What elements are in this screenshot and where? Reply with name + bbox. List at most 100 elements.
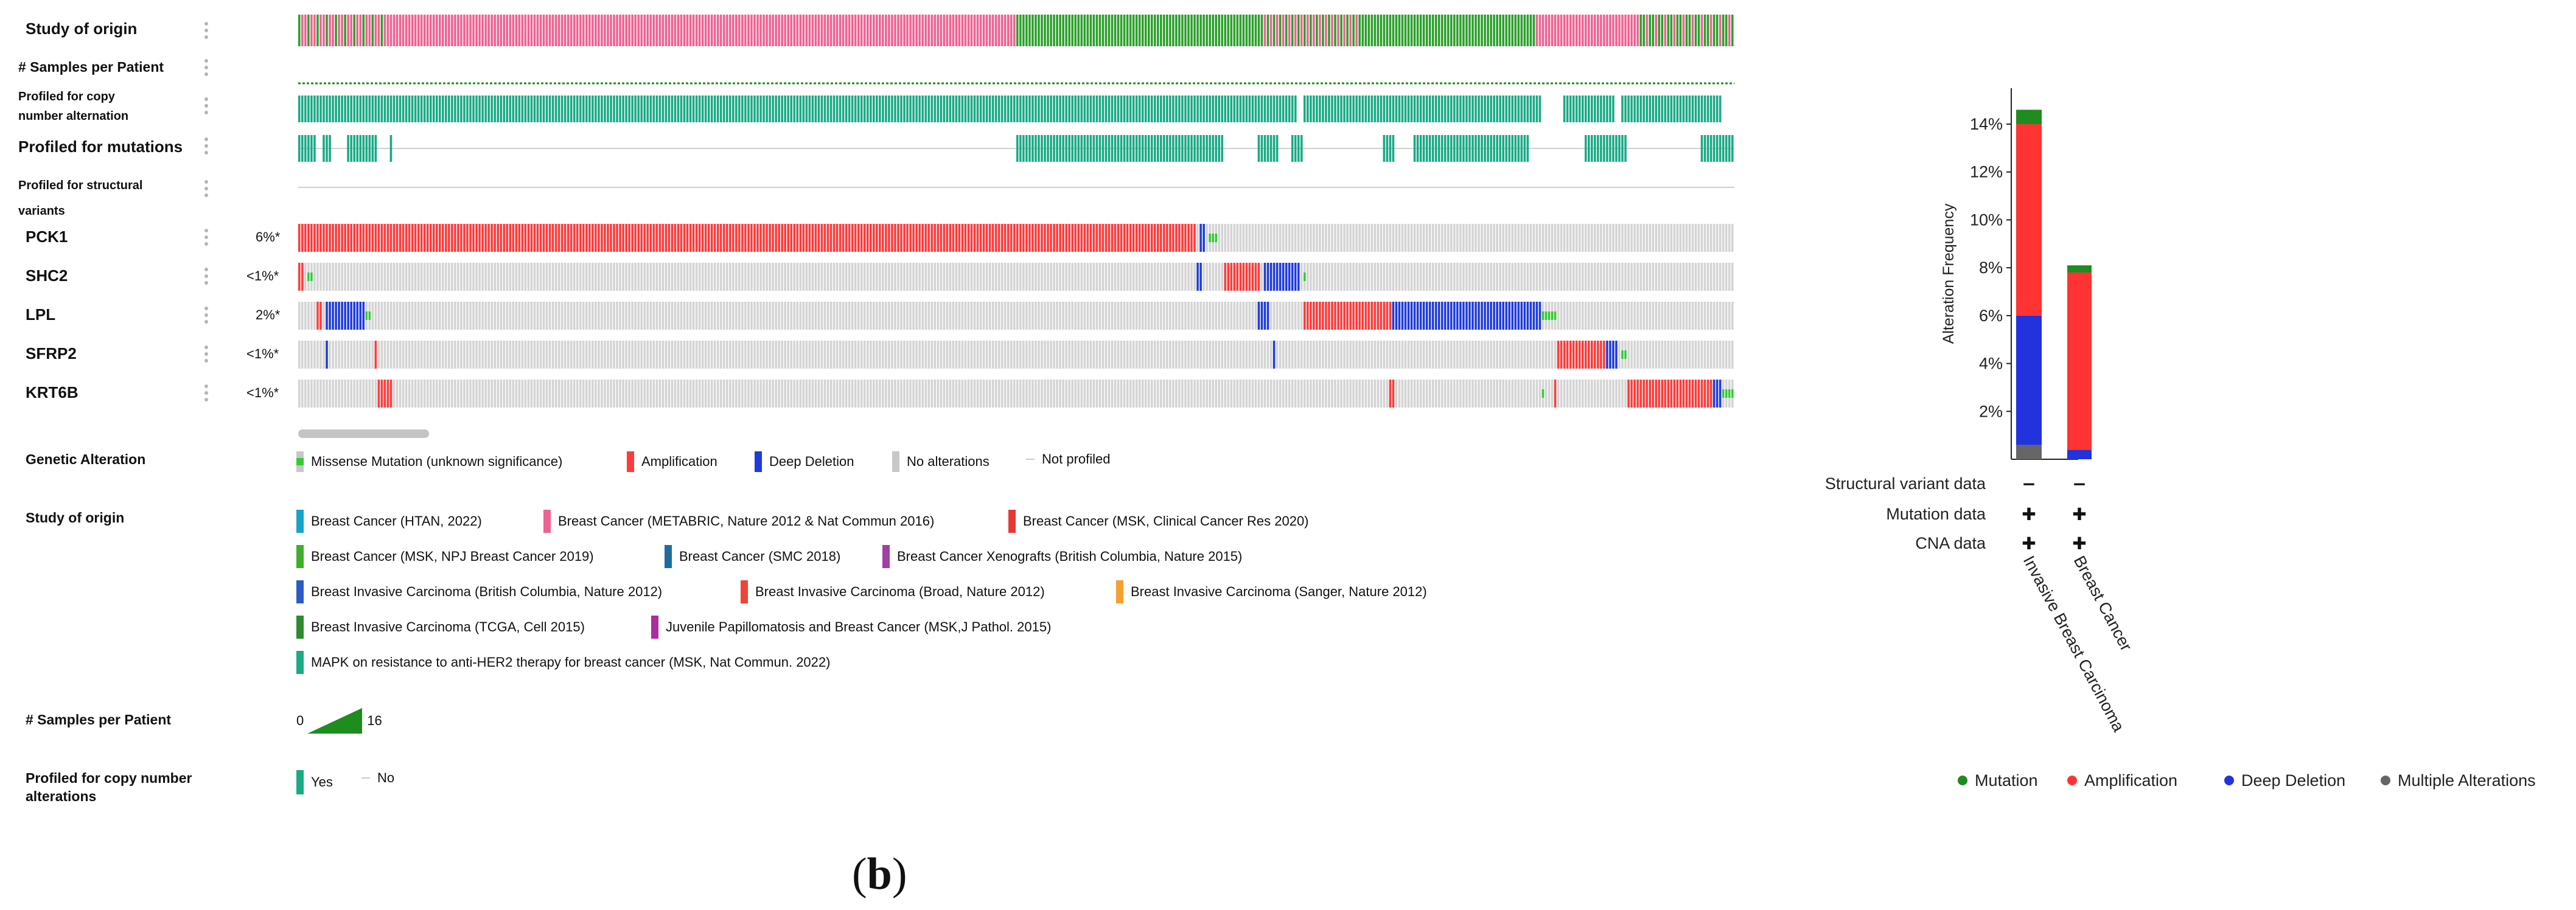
gene-cell (1141, 380, 1144, 408)
gene-cell (341, 341, 343, 369)
study-cell (750, 15, 753, 46)
gene-cell (466, 341, 469, 369)
track-options-handle[interactable] (204, 59, 208, 79)
gene-cell (1233, 263, 1236, 291)
gene-cell (1569, 341, 1572, 369)
gene-cell (506, 302, 509, 330)
bar-segment-mutation (2067, 265, 2092, 273)
cna-profiled-cell (640, 96, 643, 122)
cna-profiled-cell (1245, 96, 1248, 122)
gene-cell (1105, 224, 1108, 252)
cna-profiled-cell (1676, 96, 1679, 122)
gene-cell (1062, 224, 1064, 252)
gene-cell (668, 224, 671, 252)
gene-cell (1331, 263, 1333, 291)
cna-profiled-cell (759, 96, 762, 122)
study-cell (1502, 15, 1504, 46)
cna-profiled-cell (940, 96, 943, 122)
gene-cell (1135, 302, 1138, 330)
gene-cell (1401, 380, 1404, 408)
gene-cell (885, 380, 887, 408)
gene-cell (548, 302, 551, 330)
track-options-handle[interactable] (204, 307, 208, 327)
gene-cell (967, 341, 970, 369)
track-options-handle[interactable] (204, 180, 208, 200)
gene-cell (1059, 224, 1061, 252)
legend-label: Deep Deletion (2241, 771, 2345, 790)
cna-profiled-cell (772, 96, 774, 122)
mutation-profiled-cell (1056, 135, 1058, 162)
cna-profiled-cell (539, 96, 542, 122)
gene-cell (1468, 302, 1471, 330)
study-cell (1401, 15, 1404, 46)
track-options-handle[interactable] (204, 268, 208, 288)
gene-cell (1304, 302, 1306, 330)
gene-cell (775, 380, 777, 408)
gene-cell (1658, 302, 1661, 330)
track-options-handle[interactable] (204, 346, 208, 366)
gene-cell (631, 302, 634, 330)
cna-profiled-cell (1202, 96, 1205, 122)
gene-cell (866, 341, 869, 369)
gene-cell (1022, 341, 1025, 369)
study-cell (1679, 15, 1682, 46)
gene-cell (704, 263, 707, 291)
gene-cell (955, 380, 958, 408)
gene-cell (1053, 302, 1055, 330)
cna-profiled-cell (860, 96, 863, 122)
gene-cell (1175, 380, 1178, 408)
gene-cell (1187, 263, 1190, 291)
study-cell (356, 15, 359, 46)
gene-cell (1098, 224, 1101, 252)
gene-cell (1013, 263, 1016, 291)
oncoprint-scrollbar[interactable] (298, 429, 429, 438)
gene-cell (719, 302, 722, 330)
track-options-handle[interactable] (204, 137, 208, 158)
cna-profiled-cell (1490, 96, 1492, 122)
mutation-profiled-cell (1101, 135, 1105, 162)
gene-cell (1251, 224, 1254, 252)
gene-cell (313, 263, 316, 291)
gene-cell (658, 341, 661, 369)
gene-cell (970, 302, 973, 330)
track-options-handle[interactable] (204, 229, 208, 249)
gene-cell (524, 380, 527, 408)
study-cell (1487, 15, 1489, 46)
track-options-handle[interactable] (204, 384, 208, 405)
study-cell (521, 15, 524, 46)
gene-cell (506, 263, 509, 291)
study-cell (438, 15, 441, 46)
cna-profiled-cell (1193, 96, 1196, 122)
track-options-handle[interactable] (204, 97, 208, 117)
gene-cell (1227, 224, 1230, 252)
gene-cell (674, 380, 677, 408)
gene-cell (1028, 263, 1031, 291)
gene-cell (756, 341, 759, 369)
gene-cell (1642, 302, 1645, 330)
gene-cell (1443, 341, 1447, 369)
gene-cell (1010, 224, 1013, 252)
study-cell (863, 15, 866, 46)
study-legend-item: Breast Invasive Carcinoma (Sanger, Natur… (1116, 580, 1427, 603)
study-cell (1059, 15, 1061, 46)
track-options-handle[interactable] (204, 22, 208, 42)
gene-cell (1557, 380, 1560, 408)
gene-cell (915, 302, 918, 330)
gene-cell (515, 380, 518, 408)
gene-cell (497, 263, 499, 291)
gene-cell (1016, 302, 1019, 330)
gene-cell (1545, 224, 1548, 252)
gene-cell (1257, 341, 1260, 369)
gene-cell (445, 224, 447, 252)
mutation-profiled-cell (1416, 135, 1419, 162)
gene-cell (1019, 380, 1022, 408)
gene-cell (979, 263, 982, 291)
gene-cell (545, 341, 548, 369)
study-cell (1187, 15, 1190, 46)
study-cell (1172, 15, 1175, 46)
gene-cell (313, 224, 316, 252)
gene-cell (484, 380, 487, 408)
legend-no-alterations: No alterations (892, 451, 990, 472)
gene-cell (1331, 224, 1333, 252)
gene-cell (457, 341, 459, 369)
